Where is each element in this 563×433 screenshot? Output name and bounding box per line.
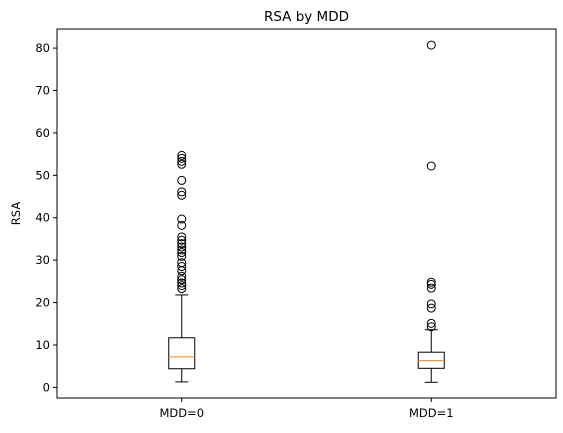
y-tick-label: 20 bbox=[35, 296, 50, 310]
outlier-point bbox=[177, 187, 187, 197]
outlier-point bbox=[177, 214, 187, 224]
y-tick-label: 30 bbox=[35, 253, 50, 267]
outlier-point bbox=[426, 277, 436, 287]
outlier-point bbox=[177, 159, 187, 169]
outlier-point bbox=[177, 281, 187, 291]
outlier-point bbox=[426, 303, 436, 313]
outlier-point bbox=[177, 248, 187, 258]
outlier-point bbox=[426, 279, 436, 289]
y-tick-label: 10 bbox=[35, 338, 50, 352]
outlier-point bbox=[426, 322, 436, 332]
outlier-point bbox=[177, 258, 187, 268]
outlier-point bbox=[177, 232, 187, 242]
y-tick-label: 40 bbox=[35, 211, 50, 225]
outlier-point bbox=[177, 239, 187, 249]
outlier-point bbox=[177, 150, 187, 160]
x-tick-label: MDD=0 bbox=[159, 406, 204, 420]
y-axis-label: RSA bbox=[9, 202, 23, 226]
y-tick-label: 0 bbox=[43, 380, 50, 394]
outlier-point bbox=[426, 161, 436, 171]
outlier-point bbox=[177, 190, 187, 200]
outlier-point bbox=[426, 299, 436, 309]
y-tick-label: 80 bbox=[35, 41, 50, 55]
y-tick-label: 60 bbox=[35, 126, 50, 140]
plot-frame bbox=[56, 28, 557, 399]
outlier-point bbox=[177, 275, 187, 285]
outlier-point bbox=[177, 262, 187, 272]
outlier-point bbox=[177, 175, 187, 185]
outlier-point bbox=[426, 318, 436, 328]
outlier-point bbox=[177, 220, 187, 230]
x-tick-label: MDD=1 bbox=[409, 406, 454, 420]
outlier-point bbox=[177, 156, 187, 166]
outlier-point bbox=[177, 251, 187, 261]
y-tick-label: 50 bbox=[35, 168, 50, 182]
chart-title: RSA by MDD bbox=[264, 9, 349, 25]
outlier-point bbox=[177, 245, 187, 255]
outlier-point bbox=[177, 271, 187, 281]
outlier-point bbox=[177, 242, 187, 252]
box-iqr bbox=[168, 337, 196, 370]
plot-area: 0 10 20 30 40 50 60 70 80 MDD=0 MDD=1 bbox=[35, 40, 454, 420]
outlier-point bbox=[426, 40, 436, 50]
outlier-point bbox=[177, 284, 187, 294]
outlier-point bbox=[177, 278, 187, 288]
outlier-point bbox=[426, 283, 436, 293]
outlier-point bbox=[177, 153, 187, 163]
outlier-point bbox=[177, 235, 187, 245]
y-tick-label: 70 bbox=[35, 84, 50, 98]
